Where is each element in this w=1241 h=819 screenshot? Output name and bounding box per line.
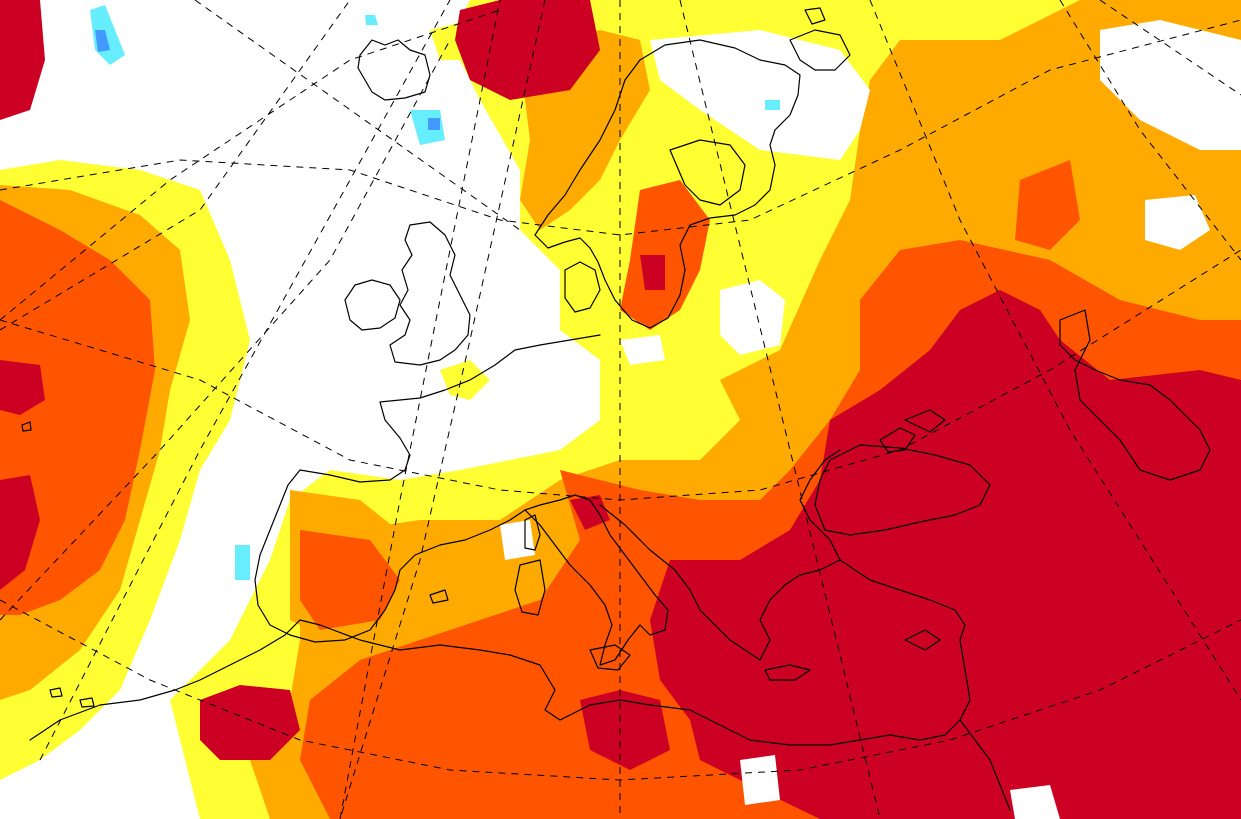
cold-pockets — [90, 5, 780, 580]
white-hole-egypt — [740, 755, 780, 805]
dark-red-region-libya — [580, 690, 670, 770]
coastline-europe-west — [254, 334, 601, 643]
coastline-canary-1 — [49, 687, 63, 698]
dark-red-region-norwegian-sea — [455, 0, 600, 100]
graticule-parallel-60 — [0, 19, 1241, 236]
orange-region-east-border — [1015, 160, 1080, 250]
coastline-balearic — [429, 589, 449, 604]
graticule-meridian-7 — [869, 0, 1241, 701]
graticule-meridian-west — [0, 0, 351, 331]
coastline-scandinavia — [534, 39, 801, 329]
coastline-turkey — [839, 559, 971, 736]
coastline-cyprus — [904, 629, 941, 651]
white-hole-corsica — [500, 520, 535, 560]
white-holes — [500, 20, 1241, 819]
cyan-pocket-iceland-west — [365, 15, 378, 25]
graticule-parallel-north — [0, 9, 501, 321]
dark-red-region-northwest — [0, 0, 45, 120]
cyan-pocket-finland — [765, 100, 780, 110]
coastlines — [21, 7, 1211, 811]
white-hole-germany — [620, 335, 665, 365]
white-hole-poland — [720, 280, 785, 355]
graticule-meridian-6 — [679, 0, 881, 819]
coastline-denmark — [564, 261, 601, 313]
graticule-parallel-40 — [0, 599, 1241, 781]
coastline-finland-gulf — [669, 139, 746, 206]
graticule-meridian-3 — [339, 0, 501, 819]
coastline-sardinia — [514, 559, 546, 616]
white-hole-russia-northeast — [1100, 20, 1241, 150]
coastline-red-sea — [959, 719, 1011, 811]
coastline-svalbard — [804, 7, 826, 25]
coastline-crete — [764, 664, 811, 681]
coastline-caspian — [1059, 309, 1211, 481]
white-hole-russia-east — [1145, 195, 1210, 250]
coastline-north-africa — [29, 619, 946, 746]
coastline-iceland — [357, 39, 431, 101]
graticule-meridian-2 — [39, 0, 451, 761]
graticule-meridian-1 — [0, 39, 451, 621]
dark-red-region-atlantic-southwest — [0, 475, 40, 590]
yellow-region-scotland-south — [440, 360, 490, 400]
coastline-balkans — [599, 449, 841, 661]
orange-region-atlantic — [0, 200, 155, 615]
graticule-meridian-west-far — [194, 0, 521, 231]
coastline-black-sea — [814, 444, 991, 536]
coastline-italy — [524, 494, 669, 666]
coastline-azov — [904, 409, 946, 433]
coastline-azores — [21, 421, 32, 432]
dark-red-region-atlantic-west — [0, 360, 45, 415]
coastline-kola — [789, 29, 851, 71]
graticule-parallel-50 — [0, 249, 1241, 501]
white-hole-sinai — [1010, 785, 1060, 819]
coastline-ireland — [344, 279, 401, 331]
dark-red-region-adriatic — [570, 495, 610, 530]
dark-red-region-sahara — [200, 685, 300, 760]
blue-pocket-greenland — [95, 30, 110, 52]
dark-red-region-east — [650, 290, 1241, 819]
graticule-meridian-4 — [339, 0, 546, 819]
graticule-meridian-8 — [1059, 0, 1241, 261]
blue-pocket-iceland-south — [428, 118, 440, 130]
orange-region-iberia — [300, 530, 400, 630]
cyan-pocket-portugal — [235, 545, 250, 580]
coastline-great-britain — [389, 221, 471, 366]
dark-red-region-baltic — [640, 255, 665, 290]
coastline-corsica — [524, 514, 541, 551]
coastline-sicily — [589, 644, 631, 671]
graticule-meridian-9 — [1099, 0, 1241, 96]
coastline-crimea — [879, 427, 916, 453]
white-hole-scandinavia — [650, 30, 870, 160]
coastline-canary-2 — [79, 697, 95, 708]
